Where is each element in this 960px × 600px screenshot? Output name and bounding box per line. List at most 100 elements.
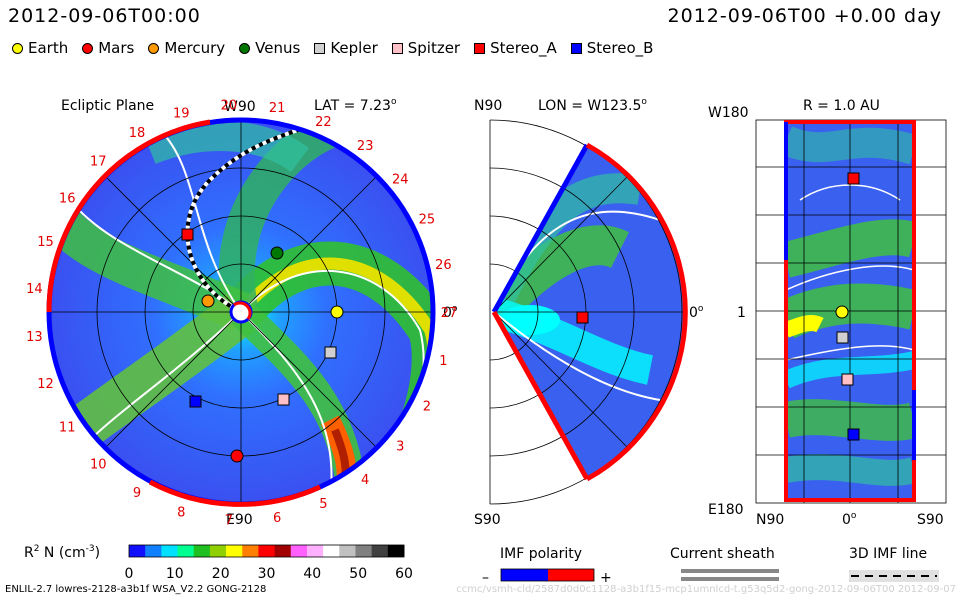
colorbar: R2 N (cm-3) 0 10 20 30 40 50 60 [24, 544, 413, 582]
colorbar-tick-label: 20 [212, 566, 230, 582]
meridional-edge-n [491, 143, 590, 314]
radial-axis-0: 0o [842, 511, 857, 528]
legend-item-spitzer: Spitzer [391, 38, 461, 58]
colorbar-cell [323, 545, 340, 557]
rotation-number-13: 13 [26, 330, 43, 345]
colorbar-cell [145, 545, 162, 557]
colorbar-cell [209, 545, 227, 557]
current-sheath-label: Current sheath [670, 546, 775, 562]
radial-stereo-a-marker [847, 172, 860, 185]
colorbar-cell [177, 545, 195, 557]
rotation-number-18: 18 [129, 126, 146, 141]
radial-bottom-left-label: E180 [708, 502, 744, 518]
colorbar-tick-label: 50 [349, 566, 367, 582]
colorbar-cell [387, 545, 405, 557]
legend-item-mercury: Mercury [148, 38, 225, 58]
radial-stereo-b-marker [847, 428, 860, 441]
mars-marker [230, 449, 244, 463]
ecliptic-right-label: 0o [443, 304, 458, 321]
legend-label: Stereo_A [490, 39, 557, 57]
radial-earth-marker [835, 305, 849, 319]
ecliptic-top-label: W90 [224, 99, 256, 115]
rotation-number-25: 25 [419, 213, 436, 228]
legend-label: Venus [255, 39, 301, 57]
colorbar-cell [290, 545, 308, 557]
ecliptic-title: Ecliptic Plane [61, 98, 154, 114]
rotation-number-24: 24 [392, 172, 409, 187]
radial-r-label: R = 1.0 AU [803, 98, 880, 114]
legend-label: Earth [28, 39, 69, 57]
colorbar-cell [258, 545, 276, 557]
radial-polarity-border [784, 120, 916, 502]
rotation-number-10: 10 [90, 457, 107, 472]
radial-spitzer-marker [841, 373, 854, 386]
legend-item-stereo-b: Stereo_B [570, 38, 654, 58]
meridional-edge-s [491, 310, 590, 481]
colorbar-cell [242, 545, 259, 557]
legend-symbol-mars [82, 42, 94, 54]
radial-axis-n90: N90 [756, 512, 784, 528]
colorbar-tick-label: 0 [125, 566, 134, 582]
legend-label: Kepler [330, 39, 378, 57]
rotation-number-19: 19 [173, 107, 190, 122]
colorbar-tick-label: 10 [166, 566, 184, 582]
rotation-number-7: 7 [225, 514, 233, 529]
rotation-number-5: 5 [319, 497, 327, 512]
rotation-number-12: 12 [37, 377, 54, 392]
legend-symbol-venus [239, 42, 251, 54]
ecliptic-panel: Ecliptic Plane W90 LAT = 7.23o [26, 97, 458, 529]
earth-marker [330, 305, 344, 319]
rotation-number-15: 15 [37, 235, 54, 250]
radial-kepler-marker [836, 331, 849, 344]
imf-polarity-label: IMF polarity [500, 546, 582, 562]
meridional-rim [585, 142, 688, 482]
imf-plus: + [600, 570, 612, 586]
legend-label: Mars [98, 39, 135, 57]
rotation-number-23: 23 [357, 139, 374, 154]
legend-item-venus: Venus [239, 38, 300, 58]
colorbar-tick-label: 40 [303, 566, 321, 582]
colorbar-cell [161, 545, 179, 557]
colorbar-tick-label: 60 [395, 566, 413, 582]
rotation-number-22: 22 [315, 115, 332, 130]
colorbar-cell [339, 545, 356, 557]
venus-marker [270, 246, 284, 260]
legend-item-earth: Earth [12, 38, 68, 58]
meridional-grid [489, 119, 684, 505]
legend-symbol-stereo-b [570, 42, 582, 54]
footer-left: ENLIL-2.7 lowres-2128-a3b1f WSA_V2.2 GON… [5, 584, 267, 595]
stereo-b-marker [189, 395, 202, 408]
legend-label: Stereo_B [586, 39, 654, 57]
mercury-marker [201, 294, 215, 308]
rotation-number-21: 21 [269, 101, 286, 116]
rotation-number-26: 26 [435, 258, 452, 273]
legend-label: Mercury [164, 39, 226, 57]
current-sheath-legend: Current sheath [670, 546, 779, 581]
timestamp-right: 2012-09-06T00 +0.00 day [667, 5, 942, 27]
timestamp-left: 2012-09-06T00:00 [8, 5, 201, 27]
legend-label: Spitzer [407, 39, 461, 57]
radial-top-left-label: W180 [708, 105, 749, 121]
colorbar-cell [355, 545, 373, 557]
kepler-marker [324, 346, 337, 359]
legend-symbol-kepler [314, 42, 326, 54]
rotation-number-14: 14 [26, 282, 43, 297]
imf-minus: – [482, 570, 489, 586]
meridional-right-label: 0o [689, 304, 704, 321]
rotation-number-11: 11 [59, 420, 76, 435]
legend-symbol-earth [12, 42, 23, 54]
meridional-bottom-label: S90 [474, 512, 501, 528]
colorbar-cell [226, 545, 243, 557]
rotation-number-20: 20 [221, 98, 238, 113]
rotation-number-3: 3 [396, 440, 404, 455]
radial-mid-left-label: 1 [737, 305, 746, 321]
meridional-density-map [494, 145, 686, 479]
colorbar-gradient [129, 545, 405, 557]
imf-negative-swatch [501, 569, 548, 581]
imf-line-legend: 3D IMF line [849, 546, 939, 582]
colorbar-ticks: 0 10 20 30 40 50 60 [125, 566, 413, 582]
spitzer-marker [277, 393, 290, 406]
stereo-a-marker [181, 228, 194, 241]
colorbar-cell [193, 545, 211, 557]
